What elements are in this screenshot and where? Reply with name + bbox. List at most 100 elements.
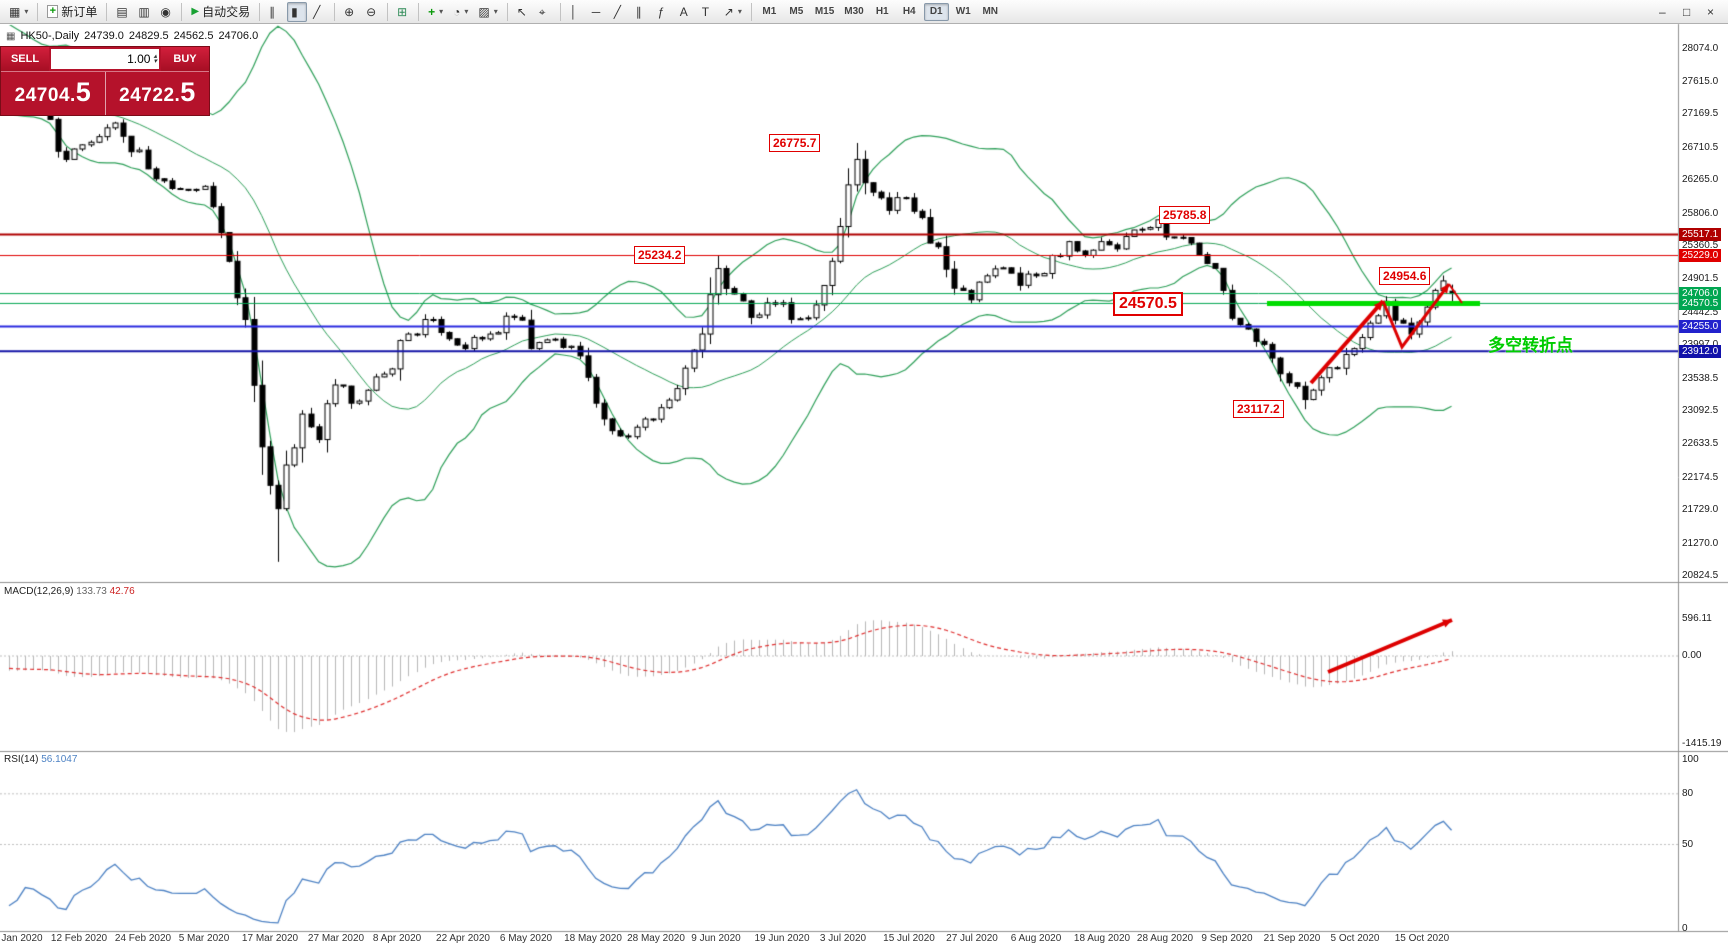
price-divider bbox=[104, 72, 106, 115]
fibonacci-icon: ƒ bbox=[657, 4, 665, 19]
timeframe-button-h1[interactable]: H1 bbox=[875, 6, 889, 17]
autotrading-label: 自动交易 bbox=[202, 5, 251, 19]
timeframe-button-h4[interactable]: H4 bbox=[902, 6, 916, 17]
text-label-icon: T bbox=[701, 4, 710, 19]
ohlc-high: 24829.5 bbox=[128, 30, 169, 42]
ohlc-close: 24706.0 bbox=[218, 30, 259, 42]
crosshair-button[interactable]: ⌖ bbox=[535, 2, 555, 22]
ohlc-open: 24739.0 bbox=[84, 30, 124, 42]
toolbar-separator bbox=[37, 2, 39, 21]
indicators-button[interactable]: + ▾ bbox=[424, 2, 447, 22]
volume-input[interactable]: 1.00 ▴ ▾ bbox=[51, 49, 159, 69]
window-minimize-button[interactable]: – bbox=[1659, 4, 1666, 19]
toolbar-separator bbox=[750, 2, 752, 21]
window-restore-button[interactable]: □ bbox=[1683, 4, 1691, 19]
toolbar-separator bbox=[334, 2, 336, 21]
volume-down-icon[interactable]: ▾ bbox=[153, 58, 157, 65]
timeframe-button-m30[interactable]: M30 bbox=[844, 6, 864, 17]
equidistant-channel-button[interactable]: ∥ bbox=[632, 2, 652, 22]
arrows-icon: ↗ bbox=[723, 4, 734, 19]
window-controls: – □ × bbox=[1654, 2, 1724, 22]
tile-windows-button[interactable]: ⊞ bbox=[393, 2, 413, 22]
chevron-down-icon: ▾ bbox=[464, 7, 469, 16]
timeframe-button-m15[interactable]: M15 bbox=[814, 6, 835, 17]
chart-icon: ▦ bbox=[6, 30, 16, 42]
text-label-button[interactable]: T bbox=[698, 2, 718, 22]
periods-icon: ◔ bbox=[453, 4, 461, 19]
data-window-button[interactable]: ▥ bbox=[134, 2, 154, 22]
candlestick-chart-button[interactable]: ▮ bbox=[287, 1, 308, 22]
cursor-icon: ↖ bbox=[516, 4, 527, 19]
equidistant-channel-icon: ∥ bbox=[635, 4, 642, 19]
toolbar-separator bbox=[418, 2, 420, 21]
data-window-icon: ▥ bbox=[138, 4, 150, 19]
toolbar: ▦ ▾ + 新订单 ▤ ▥ ◉ ▶ 自动交易 ∥ ▮ ╱ ⊕ ⊖ ⊞ + ▾ ◔ ▾ ▨ ▾ ↖ ⌖ │ ─ ╱ ∥ ƒ A T ↗ ▾ M1 M… bbox=[0, 0, 1728, 24]
zoom-out-icon: ⊖ bbox=[366, 4, 377, 19]
fibonacci-button[interactable]: ƒ bbox=[654, 2, 674, 22]
timeframe-button-mn[interactable]: MN bbox=[982, 6, 999, 17]
cursor-button[interactable]: ↖ bbox=[513, 2, 533, 22]
zoom-in-button[interactable]: ⊕ bbox=[340, 2, 360, 22]
new-chart-button[interactable]: ▦ ▾ bbox=[5, 2, 32, 22]
line-chart-icon: ╱ bbox=[313, 4, 321, 19]
templates-button[interactable]: ▨ ▾ bbox=[474, 2, 501, 22]
zoom-out-button[interactable]: ⊖ bbox=[362, 2, 382, 22]
new-order-icon: + bbox=[47, 5, 59, 18]
chart-header: ▦ HK50-,Daily 24739.0 24829.5 24562.5 24… bbox=[6, 30, 258, 42]
one-click-trading-panel: SELL 1.00 ▴ ▾ BUY 24704. 5 24722. 5 bbox=[0, 46, 210, 116]
horizontal-line-icon: ─ bbox=[591, 4, 601, 19]
bar-chart-button[interactable]: ∥ bbox=[265, 2, 285, 22]
market-watch-button[interactable]: ▤ bbox=[112, 2, 132, 22]
toolbar-separator bbox=[259, 2, 261, 21]
new-order-label: 新订单 bbox=[61, 5, 98, 19]
volume-value: 1.00 bbox=[127, 52, 151, 66]
new-order-button[interactable]: + 新订单 bbox=[43, 2, 101, 22]
candlestick-chart-icon: ▮ bbox=[291, 4, 298, 19]
horizontal-line-button[interactable]: ─ bbox=[588, 2, 608, 22]
autotrading-button[interactable]: ▶ 自动交易 bbox=[187, 2, 254, 22]
toolbar-separator bbox=[387, 2, 389, 21]
new-chart-icon: ▦ bbox=[9, 4, 21, 19]
bar-chart-icon: ∥ bbox=[269, 4, 276, 19]
toolbar-separator bbox=[559, 2, 561, 21]
templates-icon: ▨ bbox=[478, 4, 490, 19]
navigator-button[interactable]: ◉ bbox=[156, 2, 176, 22]
timeframe-button-w1[interactable]: W1 bbox=[955, 6, 971, 17]
rsi-label: RSI(14) 56.1047 bbox=[4, 754, 78, 765]
periods-button[interactable]: ◔ ▾ bbox=[449, 2, 472, 22]
volume-up-icon[interactable]: ▴ bbox=[153, 53, 157, 60]
line-chart-button[interactable]: ╱ bbox=[309, 2, 329, 22]
volume-spinner: ▴ ▾ bbox=[153, 53, 157, 65]
window-close-button[interactable]: × bbox=[1707, 4, 1715, 19]
buy-price[interactable]: 24722. 5 bbox=[119, 77, 196, 107]
vertical-line-button[interactable]: │ bbox=[566, 2, 586, 22]
macd-main-value: 133.73 bbox=[76, 586, 107, 597]
timeframe-button-m1[interactable]: M1 bbox=[762, 6, 777, 17]
arrows-button[interactable]: ↗ ▾ bbox=[720, 2, 746, 22]
text-icon: A bbox=[679, 4, 688, 19]
vertical-line-icon: │ bbox=[569, 4, 578, 19]
sell-price[interactable]: 24704. 5 bbox=[14, 77, 91, 107]
ohlc-low: 24562.5 bbox=[173, 30, 214, 42]
indicators-icon: + bbox=[428, 4, 436, 19]
text-button[interactable]: A bbox=[676, 2, 696, 22]
trendline-icon: ╱ bbox=[613, 4, 621, 19]
timeframe-button-m5[interactable]: M5 bbox=[789, 6, 804, 17]
market-watch-icon: ▤ bbox=[116, 4, 128, 19]
macd-signal-value: 42.76 bbox=[109, 586, 135, 597]
toolbar-separator bbox=[506, 2, 508, 21]
autotrading-icon: ▶ bbox=[191, 5, 200, 17]
sell-button[interactable]: SELL bbox=[1, 47, 49, 71]
macd-label: MACD(12,26,9) 133.73 42.76 bbox=[4, 586, 135, 597]
chevron-down-icon: ▾ bbox=[24, 7, 29, 16]
chevron-down-icon: ▾ bbox=[737, 7, 742, 16]
zoom-in-icon: ⊕ bbox=[344, 4, 355, 19]
chart-title: HK50-,Daily bbox=[20, 30, 80, 42]
buy-button[interactable]: BUY bbox=[161, 47, 209, 71]
toolbar-separator bbox=[181, 2, 183, 21]
timeframe-button-d1[interactable]: D1 bbox=[923, 2, 949, 21]
chevron-down-icon: ▾ bbox=[439, 7, 444, 16]
trendline-button[interactable]: ╱ bbox=[610, 2, 630, 22]
